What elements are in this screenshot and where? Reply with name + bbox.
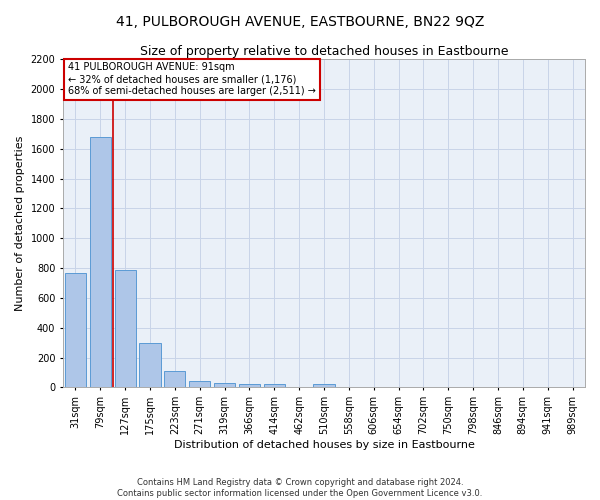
Y-axis label: Number of detached properties: Number of detached properties bbox=[15, 136, 25, 311]
Text: 41, PULBOROUGH AVENUE, EASTBOURNE, BN22 9QZ: 41, PULBOROUGH AVENUE, EASTBOURNE, BN22 … bbox=[116, 15, 484, 29]
Bar bbox=[115, 270, 136, 388]
Bar bbox=[239, 384, 260, 388]
Bar bbox=[214, 382, 235, 388]
Bar bbox=[65, 272, 86, 388]
Title: Size of property relative to detached houses in Eastbourne: Size of property relative to detached ho… bbox=[140, 45, 508, 58]
Bar bbox=[263, 384, 285, 388]
Bar bbox=[189, 380, 210, 388]
Bar bbox=[164, 371, 185, 388]
Bar bbox=[89, 137, 111, 388]
Bar bbox=[139, 342, 161, 388]
Text: 41 PULBOROUGH AVENUE: 91sqm
← 32% of detached houses are smaller (1,176)
68% of : 41 PULBOROUGH AVENUE: 91sqm ← 32% of det… bbox=[68, 62, 316, 96]
X-axis label: Distribution of detached houses by size in Eastbourne: Distribution of detached houses by size … bbox=[173, 440, 475, 450]
Bar bbox=[313, 384, 335, 388]
Text: Contains HM Land Registry data © Crown copyright and database right 2024.
Contai: Contains HM Land Registry data © Crown c… bbox=[118, 478, 482, 498]
